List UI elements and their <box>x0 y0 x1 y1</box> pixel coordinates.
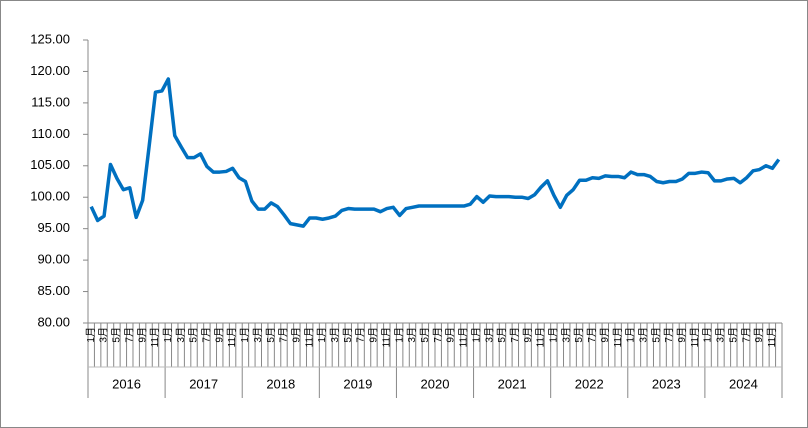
y-tick-label: 105.00 <box>30 157 70 172</box>
x-tick-label: 11月 <box>380 327 392 347</box>
x-tick-label: 3月 <box>98 327 110 343</box>
x-tick-label: 5月 <box>342 327 354 343</box>
x-tick-label: 5月 <box>419 327 431 343</box>
x-tick-label: 7月 <box>509 327 521 343</box>
x-tick-label: 9月 <box>676 327 688 343</box>
x-tick-label: 3月 <box>715 327 727 343</box>
x-tick-label: 5月 <box>573 327 585 343</box>
y-tick-label: 95.00 <box>37 220 70 235</box>
x-tick-label: 1月 <box>548 327 560 343</box>
x-tick-label: 9月 <box>599 327 611 343</box>
y-tick-label: 80.00 <box>37 314 70 329</box>
x-tick-label: 5月 <box>496 327 508 343</box>
x-tick-label: 11月 <box>226 327 238 347</box>
y-tick-label: 110.00 <box>31 126 70 141</box>
x-tick-label: 9月 <box>213 327 225 343</box>
x-tick-label: 7月 <box>740 327 752 343</box>
x-tick-label: 11月 <box>458 327 470 347</box>
x-tick-label: 3月 <box>560 327 572 343</box>
x-tick-label: 1月 <box>470 327 482 343</box>
x-tick-label: 1月 <box>239 327 251 343</box>
year-label: 2020 <box>421 376 450 391</box>
x-tick-label: 3月 <box>637 327 649 343</box>
year-label: 2018 <box>266 376 295 391</box>
x-tick-label: 11月 <box>149 327 161 347</box>
x-tick-label: 9月 <box>445 327 457 343</box>
x-tick-label: 9月 <box>290 327 302 343</box>
year-label: 2021 <box>498 376 527 391</box>
x-tick-label: 5月 <box>727 327 739 343</box>
x-tick-label: 7月 <box>278 327 290 343</box>
x-tick-label: 9月 <box>368 327 380 343</box>
x-tick-label: 3月 <box>252 327 264 343</box>
x-tick-label: 11月 <box>766 327 778 347</box>
x-tick-label: 9月 <box>136 327 148 343</box>
x-tick-label: 1月 <box>316 327 328 343</box>
x-tick-label: 5月 <box>111 327 123 343</box>
x-tick-label: 1月 <box>85 327 97 343</box>
x-tick-label: 11月 <box>535 327 547 347</box>
year-label: 2019 <box>343 376 372 391</box>
x-tick-label: 1月 <box>625 327 637 343</box>
y-tick-label: 90.00 <box>37 252 70 267</box>
x-tick-label: 7月 <box>123 327 135 343</box>
x-tick-label: 1月 <box>702 327 714 343</box>
x-tick-label: 1月 <box>162 327 174 343</box>
data-line <box>89 77 781 228</box>
x-tick-label: 3月 <box>175 327 187 343</box>
x-tick-label: 9月 <box>522 327 534 343</box>
x-tick-label: 1月 <box>393 327 405 343</box>
x-tick-label: 7月 <box>432 327 444 343</box>
x-tick-label: 11月 <box>612 327 624 347</box>
x-tick-label: 11月 <box>689 327 701 347</box>
y-tick-label: 125.00 <box>30 31 70 46</box>
x-tick-label: 5月 <box>650 327 662 343</box>
x-tick-label: 3月 <box>406 327 418 343</box>
y-tick-label: 100.00 <box>30 189 70 204</box>
x-tick-label: 5月 <box>265 327 277 343</box>
x-tick-label: 11月 <box>303 327 315 347</box>
x-tick-label: 5月 <box>188 327 200 343</box>
x-tick-label: 7月 <box>355 327 367 343</box>
x-tick-label: 7月 <box>201 327 213 343</box>
x-tick-label: 7月 <box>663 327 675 343</box>
year-label: 2017 <box>189 376 218 391</box>
year-label: 2022 <box>575 376 604 391</box>
x-tick-label: 3月 <box>329 327 341 343</box>
y-tick-label: 120.00 <box>30 63 70 78</box>
year-label: 2023 <box>652 376 681 391</box>
x-tick-label: 9月 <box>753 327 765 343</box>
year-label: 2024 <box>729 376 758 391</box>
x-tick-label: 3月 <box>483 327 495 343</box>
x-tick-label: 7月 <box>586 327 598 343</box>
y-tick-label: 85.00 <box>37 283 70 298</box>
y-tick-label: 115.00 <box>31 94 70 109</box>
year-label: 2016 <box>112 376 141 391</box>
